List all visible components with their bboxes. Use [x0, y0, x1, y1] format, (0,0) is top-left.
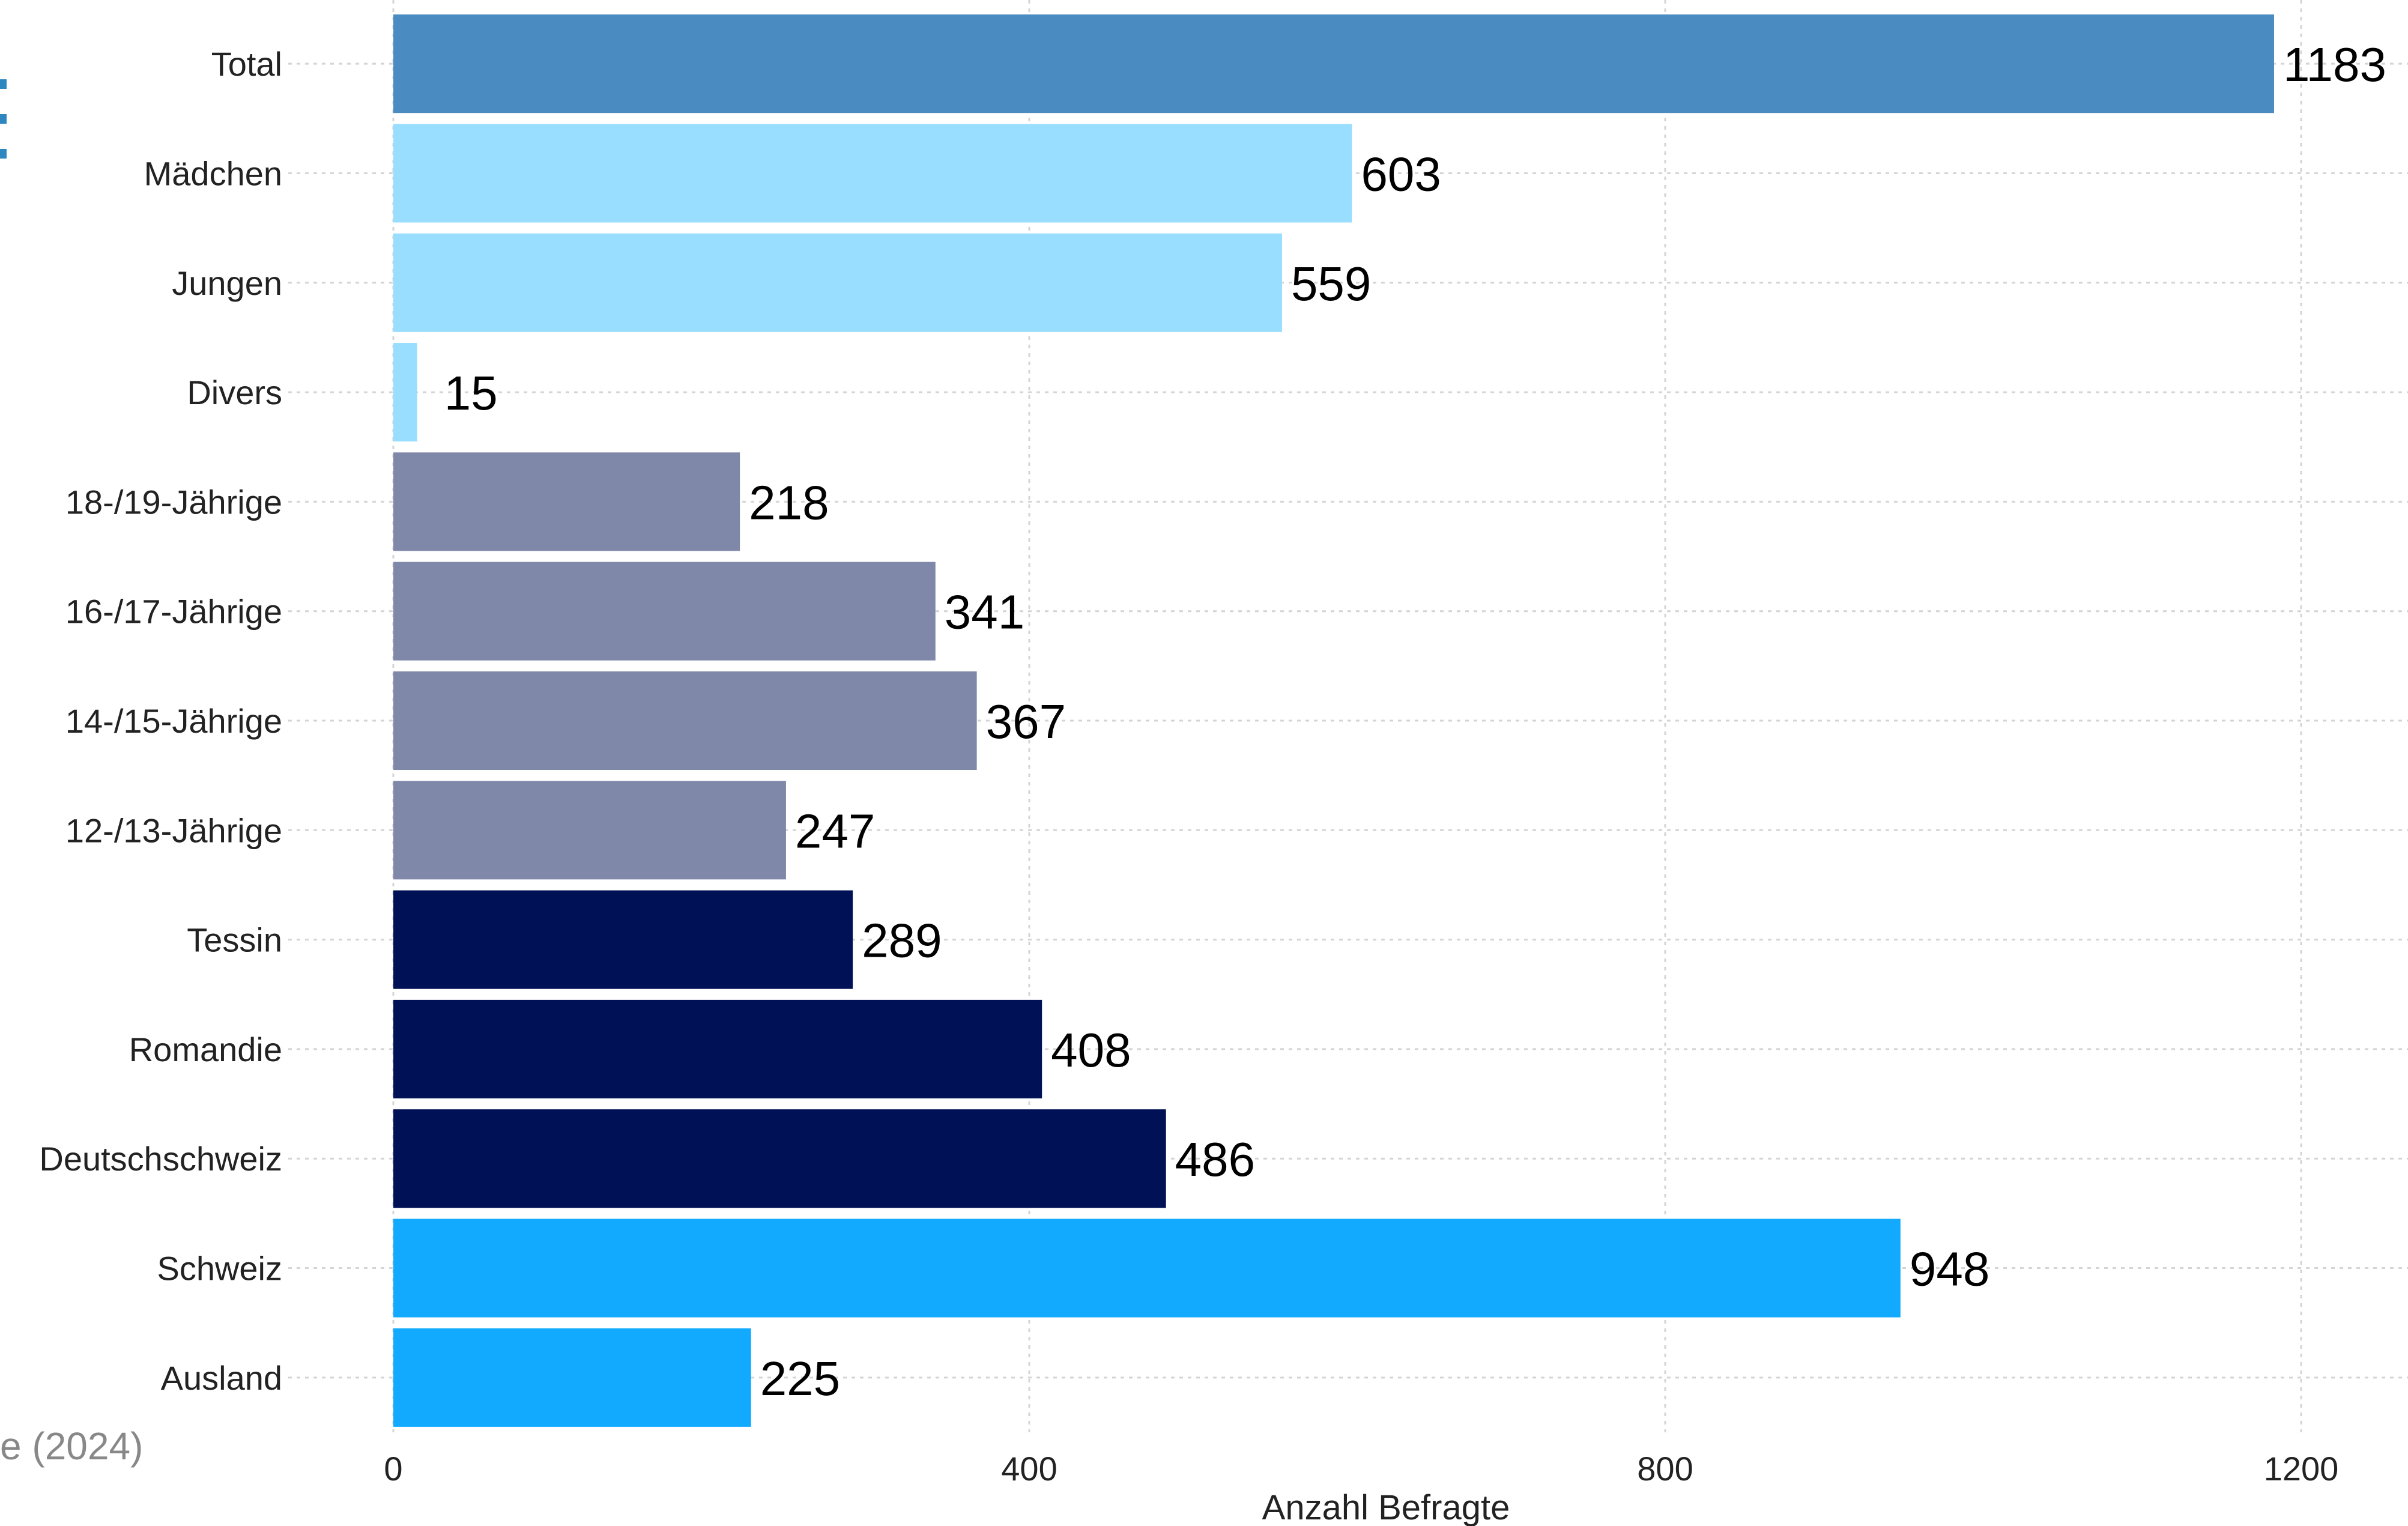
- value-label: 225: [760, 1352, 840, 1405]
- value-label: 486: [1175, 1133, 1255, 1186]
- category-label: 16-/17-Jährige: [65, 593, 282, 631]
- value-label: 341: [945, 586, 1024, 639]
- category-label: Deutschschweiz: [39, 1140, 282, 1178]
- category-label: Mädchen: [144, 154, 282, 192]
- category-label: Schweiz: [157, 1250, 282, 1288]
- category-label: 14-/15-Jährige: [65, 702, 282, 740]
- value-label: 1183: [2283, 38, 2386, 91]
- value-label: 289: [862, 914, 942, 967]
- value-labels: 1183 603 559 15 218 341 367 247 289 408 486 948 225: [444, 38, 2386, 1405]
- category-label: 18-/19-Jährige: [65, 483, 282, 521]
- bar: [393, 1109, 1166, 1208]
- value-label: 408: [1051, 1023, 1131, 1077]
- x-tick-label: 0: [384, 1450, 402, 1488]
- category-label: Divers: [187, 374, 282, 411]
- bar: [393, 999, 1042, 1098]
- x-tick-label: 800: [1637, 1450, 1693, 1488]
- x-axis-title: Anzahl Befragte: [1262, 1488, 1510, 1526]
- category-label: Tessin: [187, 921, 282, 959]
- value-label: 367: [986, 695, 1066, 748]
- x-tick-labels: 0 400 800 1200: [384, 1450, 2338, 1488]
- bar: [393, 671, 977, 771]
- value-label: 559: [1291, 257, 1371, 310]
- value-label: 15: [444, 366, 498, 420]
- bar: [393, 562, 936, 661]
- bar: [393, 1328, 751, 1427]
- value-label: 218: [749, 476, 829, 529]
- bar: [393, 781, 786, 880]
- category-label: Romandie: [129, 1031, 282, 1068]
- x-tick-label: 1200: [2264, 1450, 2339, 1488]
- bar: [393, 343, 417, 442]
- value-label: 603: [1361, 147, 1441, 201]
- edge-mark-icon: [0, 79, 7, 159]
- category-label: Jungen: [172, 264, 282, 302]
- value-label: 247: [795, 804, 875, 858]
- source-note: e (2024): [0, 1425, 143, 1468]
- bar: [393, 124, 1352, 223]
- bar: [393, 890, 853, 989]
- value-label: 948: [1910, 1243, 1989, 1296]
- bar: [393, 452, 740, 551]
- bar: [393, 233, 1282, 332]
- bar: [393, 14, 2274, 114]
- bars: [393, 14, 2274, 1427]
- category-label: Ausland: [161, 1359, 282, 1397]
- category-label: 12-/13-Jährige: [65, 811, 282, 849]
- category-label: Total: [211, 45, 282, 83]
- x-tick-label: 400: [1001, 1450, 1057, 1488]
- bar: [393, 1219, 1901, 1318]
- category-labels: Total Mädchen Jungen Divers 18-/19-Jährige 16…: [39, 45, 282, 1397]
